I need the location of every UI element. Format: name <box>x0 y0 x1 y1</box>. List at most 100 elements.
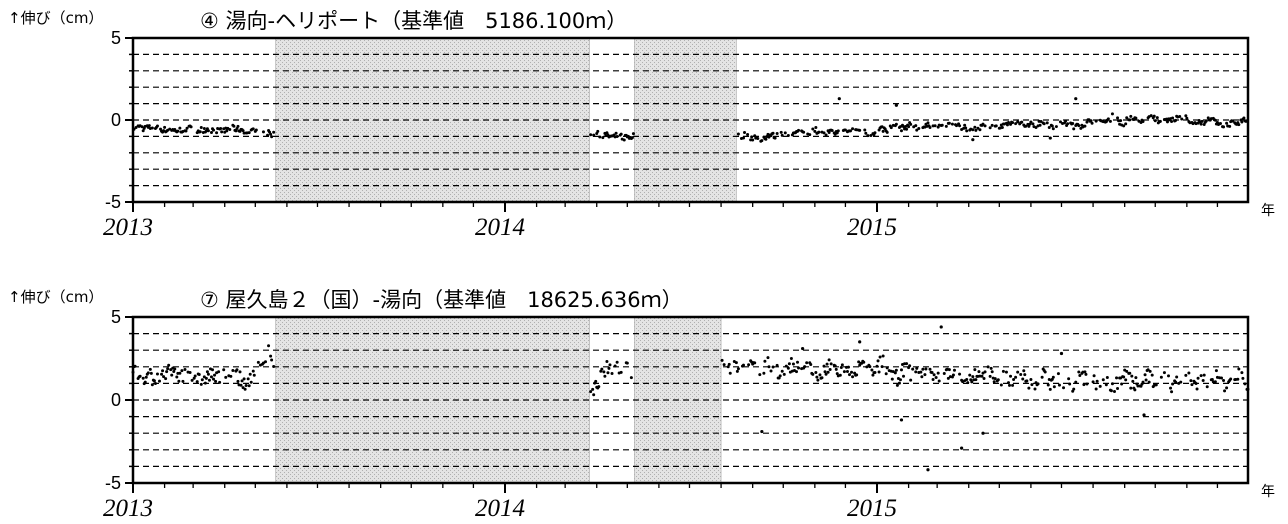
data-point <box>163 125 167 129</box>
data-point <box>786 134 790 138</box>
data-point <box>1029 378 1033 382</box>
data-point <box>1178 115 1182 119</box>
data-point <box>845 369 849 373</box>
data-point <box>880 365 884 369</box>
data-point <box>269 132 273 136</box>
data-point <box>206 372 210 376</box>
data-point <box>1213 118 1217 122</box>
data-point <box>256 360 260 364</box>
data-point <box>876 359 880 363</box>
data-point <box>161 369 165 373</box>
data-point <box>210 368 214 372</box>
data-point <box>971 375 975 379</box>
data-point <box>977 370 981 374</box>
data-point <box>873 371 877 375</box>
data-point <box>153 381 157 385</box>
data-point <box>834 367 838 371</box>
data-point <box>606 371 610 375</box>
data-point <box>164 377 168 381</box>
data-point <box>1051 127 1055 131</box>
data-point <box>1167 374 1171 378</box>
data-point <box>615 134 619 138</box>
data-point <box>736 367 740 371</box>
data-point <box>889 126 893 130</box>
data-point <box>199 126 203 130</box>
data-point <box>220 130 224 134</box>
y-tick-label: -5 <box>105 473 121 493</box>
data-point <box>1052 385 1056 389</box>
data-point <box>794 370 798 374</box>
data-point <box>1009 374 1013 378</box>
data-point <box>1231 119 1235 123</box>
data-point <box>1043 370 1047 374</box>
data-point <box>934 375 938 379</box>
data-point <box>946 376 950 380</box>
data-point <box>1225 121 1229 125</box>
data-point <box>261 130 265 134</box>
data-point <box>942 371 946 375</box>
y-tick-label: 5 <box>111 307 121 327</box>
data-point <box>782 372 786 376</box>
data-point <box>1110 112 1114 116</box>
data-point <box>229 374 233 378</box>
data-point <box>1210 378 1214 382</box>
data-point <box>965 129 969 133</box>
data-point <box>252 373 256 377</box>
data-point <box>843 128 847 132</box>
data-point <box>591 387 595 391</box>
data-point <box>219 127 223 131</box>
data-point <box>1133 388 1137 392</box>
data-point <box>1240 120 1244 124</box>
data-point <box>1033 387 1037 391</box>
data-point <box>149 371 153 375</box>
data-point <box>631 132 635 136</box>
data-point <box>850 370 854 374</box>
data-point <box>607 366 611 370</box>
data-point <box>784 364 788 368</box>
data-point <box>1223 389 1227 393</box>
data-point <box>1229 377 1233 381</box>
data-point <box>911 367 915 371</box>
data-point <box>791 362 795 366</box>
data-point <box>1029 120 1033 124</box>
data-point <box>827 358 831 362</box>
data-point <box>1068 382 1072 386</box>
data-point <box>1170 119 1174 123</box>
data-points <box>132 97 1248 143</box>
data-point <box>833 364 837 368</box>
data-point <box>866 134 870 138</box>
data-point <box>1074 380 1078 384</box>
data-point <box>272 364 276 368</box>
data-point <box>1236 377 1240 381</box>
x-unit-label: 年 <box>1261 484 1275 500</box>
data-point <box>968 373 972 377</box>
y-axis-label: ↑伸び（cm） <box>8 9 103 27</box>
data-point <box>1101 378 1105 382</box>
data-point <box>147 124 151 128</box>
data-point <box>269 354 273 358</box>
data-point <box>839 366 843 370</box>
data-point <box>1171 382 1175 386</box>
data-point <box>1184 373 1188 377</box>
data-point <box>930 371 934 375</box>
data-point <box>869 133 873 137</box>
data-point <box>814 125 818 129</box>
data-point <box>263 360 267 364</box>
data-point <box>931 378 935 382</box>
data-point <box>243 387 247 391</box>
data-point <box>1025 379 1029 383</box>
data-point <box>728 371 732 375</box>
data-point <box>614 131 618 135</box>
data-point <box>610 371 614 375</box>
data-point <box>994 124 998 128</box>
data-point <box>884 372 888 376</box>
data-point <box>818 373 822 377</box>
data-point <box>966 381 970 385</box>
data-point <box>756 136 760 140</box>
data-point <box>1008 383 1012 387</box>
data-point <box>1241 376 1245 380</box>
data-point <box>1058 120 1062 124</box>
data-point <box>1128 371 1132 375</box>
data-point <box>944 124 948 128</box>
